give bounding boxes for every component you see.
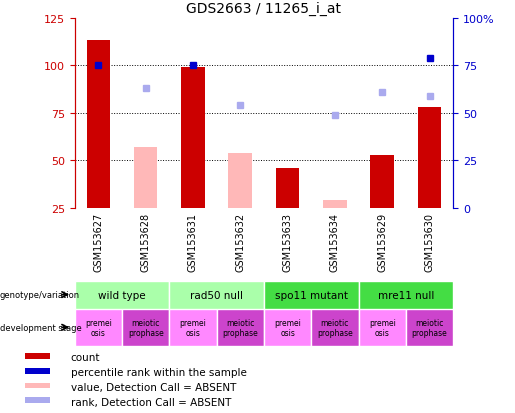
- Bar: [264, 281, 358, 309]
- Text: meiotic
prophase: meiotic prophase: [128, 318, 164, 337]
- Bar: [311, 309, 358, 346]
- Bar: [217, 309, 264, 346]
- Bar: [181, 68, 205, 209]
- Text: GSM153631: GSM153631: [188, 212, 198, 271]
- Bar: [169, 309, 217, 346]
- Text: GSM153628: GSM153628: [141, 212, 151, 271]
- Text: rad50 null: rad50 null: [190, 290, 243, 300]
- Text: meiotic
prophase: meiotic prophase: [222, 318, 258, 337]
- Text: premei
osis: premei osis: [274, 318, 301, 337]
- Text: percentile rank within the sample: percentile rank within the sample: [71, 367, 247, 377]
- Bar: [25, 397, 50, 403]
- Bar: [25, 354, 50, 359]
- Bar: [370, 155, 394, 209]
- Bar: [75, 309, 122, 346]
- Text: meiotic
prophase: meiotic prophase: [317, 318, 353, 337]
- Text: development stage: development stage: [0, 323, 82, 332]
- Text: rank, Detection Call = ABSENT: rank, Detection Call = ABSENT: [71, 396, 231, 406]
- Text: value, Detection Call = ABSENT: value, Detection Call = ABSENT: [71, 382, 236, 392]
- Text: GSM153629: GSM153629: [377, 212, 387, 271]
- Bar: [229, 154, 252, 209]
- Text: count: count: [71, 353, 100, 363]
- Text: mre11 null: mre11 null: [377, 290, 434, 300]
- Text: wild type: wild type: [98, 290, 146, 300]
- Text: premei
osis: premei osis: [369, 318, 396, 337]
- Bar: [418, 108, 441, 209]
- Bar: [87, 41, 110, 209]
- Bar: [75, 281, 169, 309]
- Text: GSM153633: GSM153633: [283, 212, 293, 271]
- Bar: [406, 309, 453, 346]
- Bar: [134, 148, 158, 209]
- Text: meiotic
prophase: meiotic prophase: [411, 318, 448, 337]
- Bar: [25, 368, 50, 374]
- Text: GSM153634: GSM153634: [330, 212, 340, 271]
- Bar: [169, 281, 264, 309]
- Bar: [25, 383, 50, 389]
- Bar: [358, 309, 406, 346]
- Bar: [264, 309, 311, 346]
- Bar: [122, 309, 169, 346]
- Text: genotype/variation: genotype/variation: [0, 290, 80, 299]
- Text: premei
osis: premei osis: [180, 318, 207, 337]
- Text: spo11 mutant: spo11 mutant: [275, 290, 348, 300]
- Title: GDS2663 / 11265_i_at: GDS2663 / 11265_i_at: [186, 2, 341, 16]
- Text: GSM153632: GSM153632: [235, 212, 245, 271]
- Text: premei
osis: premei osis: [85, 318, 112, 337]
- Text: GSM153630: GSM153630: [424, 212, 435, 271]
- Bar: [358, 281, 453, 309]
- Bar: [323, 201, 347, 209]
- Bar: [276, 169, 299, 209]
- Text: GSM153627: GSM153627: [93, 212, 104, 271]
